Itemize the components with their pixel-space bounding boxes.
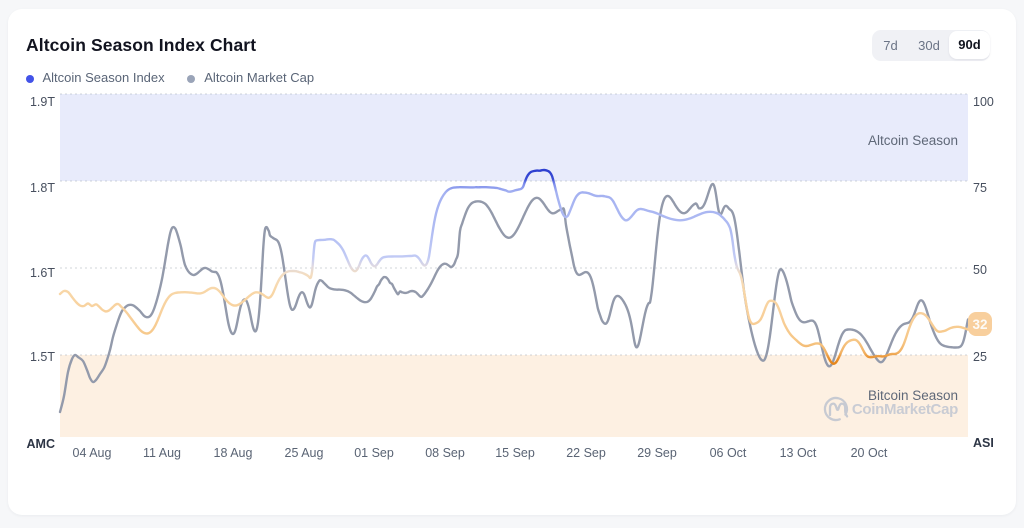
svg-text:32: 32	[972, 317, 987, 332]
